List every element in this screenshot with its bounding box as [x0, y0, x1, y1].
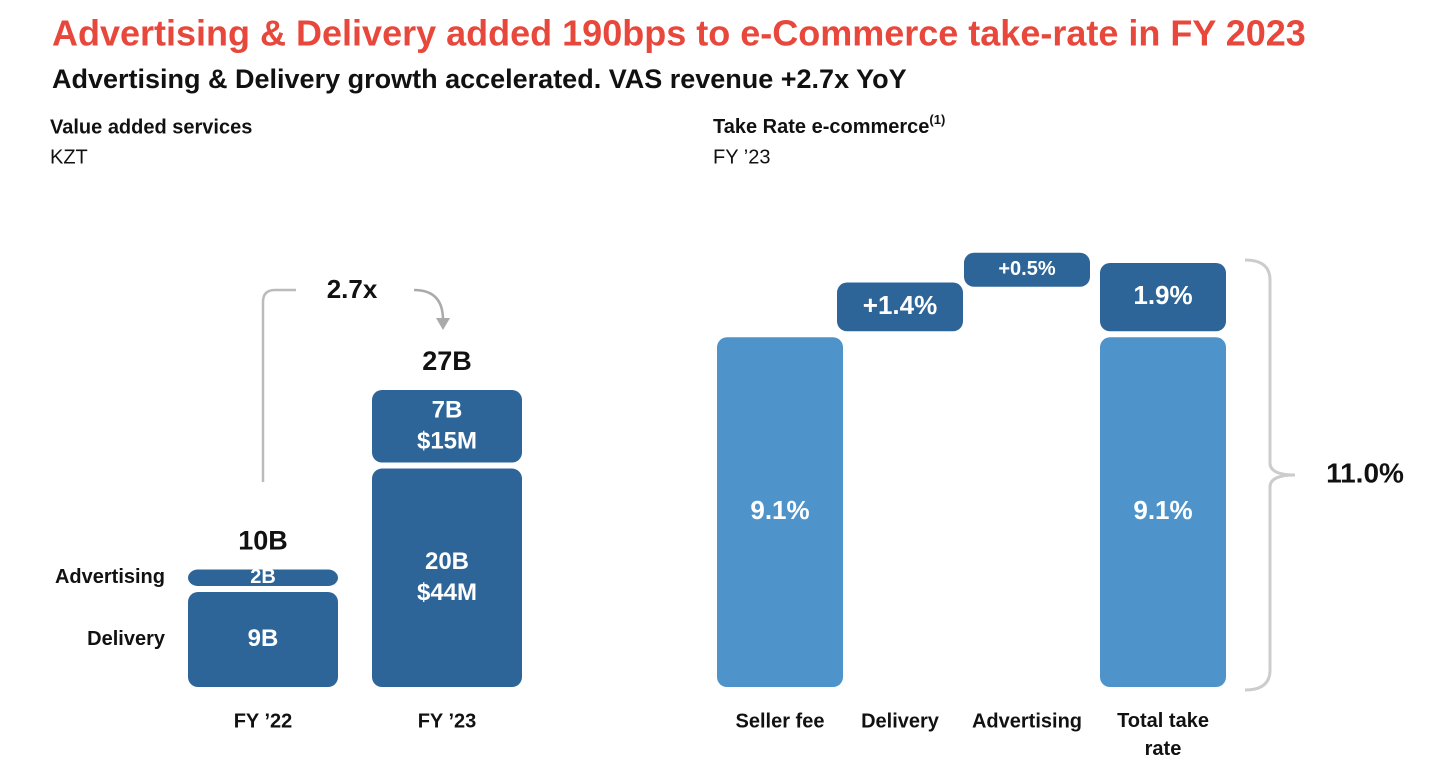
bar: [964, 252, 1090, 287]
x-tick-label: FY ’22: [234, 710, 293, 732]
value-label: 2B: [250, 566, 276, 588]
bar-segment: [372, 468, 522, 687]
slide-subtitle: Advertising & Delivery growth accelerate…: [52, 64, 907, 94]
total-label: 27B: [422, 346, 472, 376]
growth-arrow: [413, 288, 445, 321]
value-label: 7B: [432, 397, 463, 424]
x-tick-label: Delivery: [861, 710, 940, 732]
total-bracket: [1244, 258, 1296, 692]
chart-title: Take Rate e-commerce(1): [713, 112, 945, 138]
bar-segment: [188, 592, 338, 687]
x-tick-label: Total take rate: [1117, 710, 1209, 760]
value-label: 9.1%: [750, 495, 809, 525]
x-tick-label: FY ’23: [418, 710, 477, 732]
total-label: 11.0%: [1326, 457, 1404, 488]
bar: [837, 282, 963, 332]
chart-title-text: Take Rate e-commerce: [713, 116, 929, 138]
value-label: 9.1%: [1133, 495, 1192, 525]
chart-title: Value added services: [50, 116, 252, 138]
usd-label: $44M: [417, 579, 477, 606]
bar-segment: [372, 390, 522, 463]
growth-arrow: [261, 288, 296, 482]
growth-label: 2.7x: [327, 274, 378, 304]
value-label: 9B: [248, 625, 279, 652]
bar-segment: [188, 569, 338, 586]
bar: [1100, 263, 1226, 332]
value-label: +1.4%: [863, 290, 937, 320]
growth-arrow-head: [436, 318, 450, 330]
slide-title: Advertising & Delivery added 190bps to e…: [52, 13, 1306, 54]
bar: [717, 337, 843, 687]
chart-subtitle: FY ’23: [713, 146, 770, 168]
value-label: 20B: [425, 548, 469, 575]
chart-subtitle: KZT: [50, 146, 88, 168]
x-tick-label: Advertising: [972, 710, 1082, 732]
series-label: Delivery: [87, 628, 166, 650]
total-label: 10B: [238, 526, 288, 556]
usd-label: $15M: [417, 428, 477, 455]
series-label: Advertising: [55, 566, 165, 588]
value-label: +0.5%: [998, 258, 1055, 280]
bar: [1100, 337, 1226, 687]
x-tick-label: Seller fee: [736, 710, 825, 732]
footnote-mark: (1): [929, 112, 945, 127]
value-label: 1.9%: [1133, 280, 1192, 310]
